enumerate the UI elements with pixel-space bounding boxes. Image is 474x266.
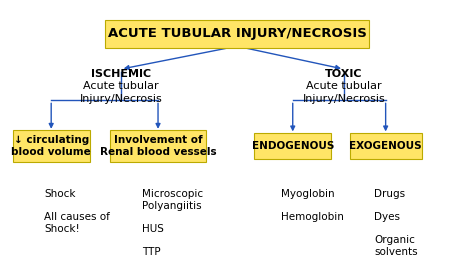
- Text: Drugs

Dyes

Organic
solvents: Drugs Dyes Organic solvents: [374, 189, 418, 257]
- Text: ↓ circulating
blood volume: ↓ circulating blood volume: [11, 135, 91, 157]
- FancyBboxPatch shape: [13, 130, 90, 162]
- FancyBboxPatch shape: [255, 133, 331, 159]
- Text: Acute tubular: Acute tubular: [306, 81, 382, 91]
- FancyBboxPatch shape: [110, 130, 206, 162]
- Text: TOXIC: TOXIC: [325, 69, 363, 78]
- Text: EXOGENOUS: EXOGENOUS: [349, 141, 422, 151]
- FancyBboxPatch shape: [105, 20, 369, 48]
- Text: Injury/Necrosis: Injury/Necrosis: [302, 94, 385, 103]
- Text: Myoglobin

Hemoglobin: Myoglobin Hemoglobin: [281, 189, 344, 222]
- Text: ISCHEMIC: ISCHEMIC: [91, 69, 151, 78]
- Text: ACUTE TUBULAR INJURY/NECROSIS: ACUTE TUBULAR INJURY/NECROSIS: [108, 27, 366, 40]
- Text: Acute tubular: Acute tubular: [83, 81, 159, 91]
- Text: Injury/Necrosis: Injury/Necrosis: [80, 94, 162, 103]
- Text: Shock

All causes of
Shock!: Shock All causes of Shock!: [44, 189, 110, 234]
- Text: ENDOGENOUS: ENDOGENOUS: [252, 141, 334, 151]
- FancyBboxPatch shape: [350, 133, 422, 159]
- Text: Microscopic
Polyangiitis

HUS

TTP: Microscopic Polyangiitis HUS TTP: [142, 189, 203, 257]
- Text: Involvement of
Renal blood vessels: Involvement of Renal blood vessels: [100, 135, 216, 157]
